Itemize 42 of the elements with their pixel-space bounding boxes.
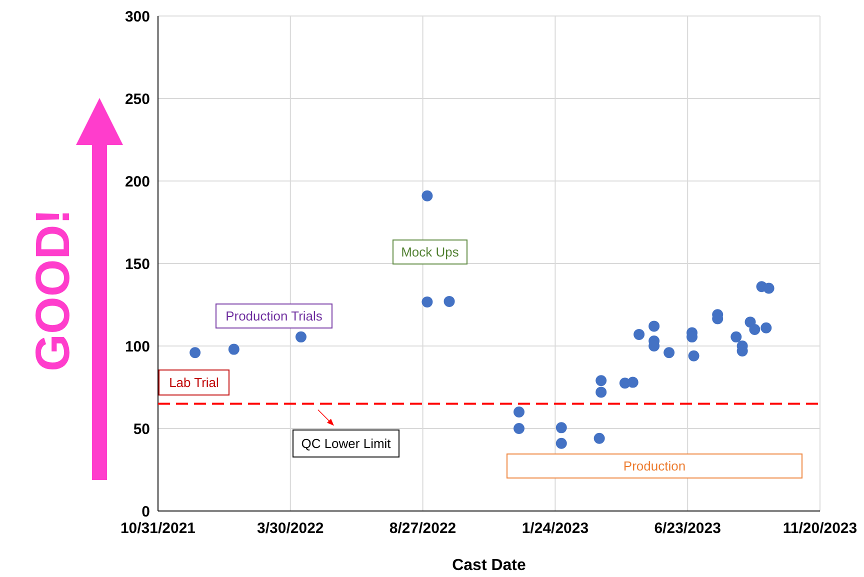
x-axis-title: Cast Date [452,557,526,574]
text: GOOD! [26,208,80,372]
legend-label: QC Lower Limit [301,436,392,452]
y-tick-label: 150 [124,256,150,273]
x-tick-label: 3/30/2022 [257,520,324,537]
point [228,344,240,355]
point [444,296,455,307]
y-tick-label: 250 [124,90,150,108]
point [760,322,772,334]
point [648,320,660,332]
y-tick-label: 100 [124,338,150,356]
y-tick-label: 50 [133,420,150,438]
x-tick-label: 8/27/2022 [389,520,456,537]
point [556,438,567,449]
point [688,350,700,362]
point [422,190,433,202]
point [514,406,525,418]
x-tick-label: 11/20/2023 [782,520,858,537]
point [627,376,638,388]
point [295,331,306,342]
y-tick-label: 200 [124,173,150,190]
x-tick-label: 6/23/2023 [654,520,721,537]
point [749,324,760,335]
point [664,347,675,358]
point [422,296,433,308]
point [190,347,201,358]
y-tick-label: 0 [142,503,150,520]
annotation: Lab Trial [169,375,220,390]
point [514,423,525,434]
point [763,282,774,294]
point [594,432,605,444]
x-tick-label: 1/24/2023 [522,520,589,537]
point [556,422,567,434]
annotation: Mock Ups [401,244,460,260]
annotation: Production Trials [226,308,323,324]
point [634,328,645,340]
y-tick-label: 300 [124,8,150,26]
x-tick-label: 10/31/2021 [120,520,196,537]
point [596,386,607,398]
annotation: Production [623,458,686,474]
point [596,375,607,386]
point [730,331,742,342]
